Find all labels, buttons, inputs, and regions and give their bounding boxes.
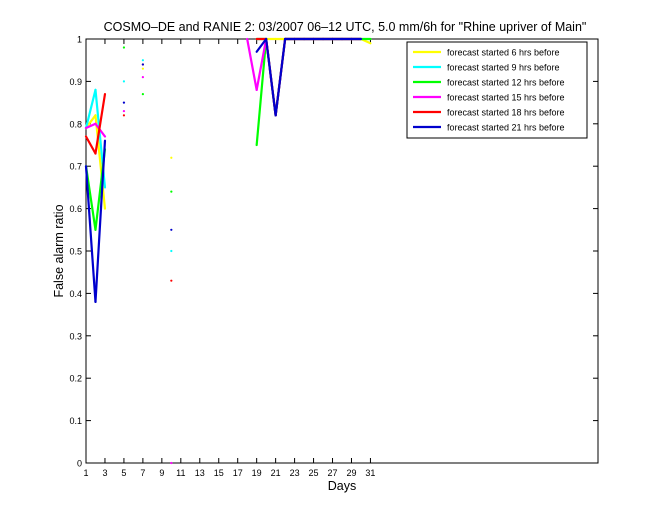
series-segment bbox=[84, 135, 97, 155]
x-tick-label: 1 bbox=[83, 468, 88, 478]
data-point bbox=[122, 46, 126, 49]
x-tick-label: 17 bbox=[233, 468, 243, 478]
series-segment bbox=[84, 122, 97, 130]
series-layer bbox=[84, 37, 372, 465]
x-tick-label: 21 bbox=[271, 468, 281, 478]
x-tick-label: 5 bbox=[121, 468, 126, 478]
legend-label: forecast started 6 hrs before bbox=[447, 48, 560, 58]
x-tick-label: 13 bbox=[195, 468, 205, 478]
legend-box bbox=[406, 41, 588, 139]
series-segment bbox=[255, 37, 268, 53]
y-tick-label: 1 bbox=[77, 35, 82, 45]
data-point bbox=[170, 249, 173, 253]
series-segment bbox=[84, 88, 97, 130]
x-tick-label: 3 bbox=[102, 468, 107, 478]
y-tick-label: 0.7 bbox=[69, 162, 82, 172]
data-point bbox=[122, 109, 126, 113]
legend-label: forecast started 15 hrs before bbox=[447, 93, 565, 103]
chart-title: COSMO–DE and RANIE 2: 03/2007 06–12 UTC,… bbox=[104, 20, 587, 34]
series-segment bbox=[265, 37, 277, 117]
series-segment bbox=[246, 37, 258, 91]
data-point bbox=[170, 228, 173, 231]
x-tick-label: 15 bbox=[214, 468, 224, 478]
y-tick-label: 0.1 bbox=[69, 416, 82, 426]
x-tick-label: 19 bbox=[252, 468, 262, 478]
x-tick-label: 31 bbox=[365, 468, 375, 478]
y-axis: 0 0.1 0.2 0.3 0.4 0.5 0.6 0.7 0.8 0.9 1 bbox=[69, 35, 598, 469]
data-point bbox=[122, 101, 126, 104]
series-segment bbox=[94, 139, 107, 303]
data-point bbox=[170, 461, 173, 465]
y-tick-label: 0.4 bbox=[69, 289, 82, 299]
x-axis: 1 3 5 7 9 11 13 15 17 19 21 23 25 27 29 31 bbox=[83, 39, 375, 478]
series-segment bbox=[255, 37, 268, 91]
legend-label: forecast started 18 hrs before bbox=[447, 108, 565, 118]
x-tick-label: 7 bbox=[140, 468, 145, 478]
x-tick-label: 11 bbox=[176, 468, 185, 478]
y-tick-label: 0.3 bbox=[69, 331, 82, 341]
x-tick-label: 27 bbox=[328, 468, 338, 478]
legend-label: forecast started 9 hrs before bbox=[447, 63, 560, 73]
series-segment bbox=[94, 93, 107, 155]
data-point bbox=[170, 190, 173, 193]
y-tick-label: 0.5 bbox=[69, 247, 82, 257]
data-point bbox=[141, 76, 144, 79]
data-point bbox=[122, 80, 126, 83]
x-tick-label: 25 bbox=[309, 468, 319, 478]
x-axis-label: Days bbox=[328, 479, 356, 493]
data-point bbox=[141, 93, 144, 96]
x-tick-label: 9 bbox=[159, 468, 164, 478]
y-tick-label: 0.6 bbox=[69, 204, 82, 214]
data-point bbox=[170, 279, 173, 282]
y-tick-label: 0.8 bbox=[69, 119, 82, 129]
legend-label: forecast started 12 hrs before bbox=[447, 78, 565, 88]
legend: forecast started 6 hrs before forecast st… bbox=[406, 41, 588, 139]
y-tick-label: 0.2 bbox=[69, 374, 82, 384]
legend-label: forecast started 21 hrs before bbox=[447, 123, 565, 133]
x-tick-label: 23 bbox=[290, 468, 300, 478]
data-point bbox=[141, 67, 144, 70]
x-tick-label: 29 bbox=[346, 468, 356, 478]
series-segment bbox=[255, 37, 268, 147]
data-point bbox=[122, 114, 126, 117]
data-point bbox=[141, 63, 144, 66]
series-segment bbox=[84, 165, 97, 303]
data-point bbox=[170, 156, 173, 159]
data-point bbox=[141, 59, 144, 62]
series-segment bbox=[274, 37, 287, 117]
y-tick-label: 0 bbox=[77, 459, 82, 469]
series-segment bbox=[94, 114, 107, 210]
series-5 bbox=[84, 37, 363, 303]
y-axis-label: False alarm ratio bbox=[52, 204, 66, 297]
y-tick-label: 0.9 bbox=[69, 77, 82, 87]
